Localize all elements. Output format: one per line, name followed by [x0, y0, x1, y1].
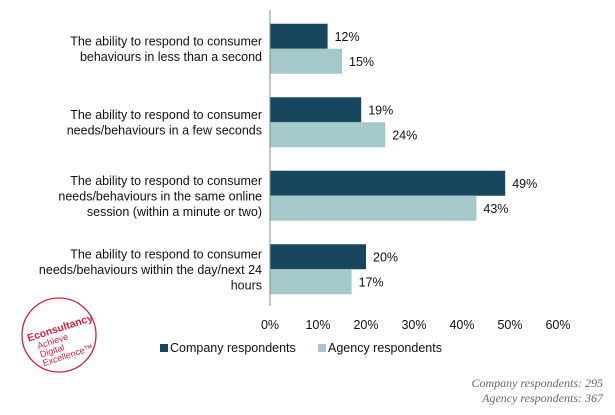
- bar-company-1: [270, 23, 328, 49]
- legend: Company respondents Agency respondents: [160, 341, 442, 355]
- x-tick-label-30: 30%: [401, 318, 426, 332]
- data-label-company-4: 20%: [373, 250, 398, 264]
- bar-agency-2: [270, 122, 386, 148]
- x-tick-label-0: 0%: [261, 318, 279, 332]
- legend-swatch-company: [160, 344, 168, 352]
- footnote-company-respondents: Company respondents: 295: [471, 376, 603, 390]
- data-label-company-3: 49%: [512, 177, 537, 191]
- data-label-agency-1: 15%: [349, 55, 374, 69]
- x-tick-label-40: 40%: [449, 318, 474, 332]
- logo-ring-icon: [21, 297, 97, 373]
- data-label-agency-3: 43%: [483, 202, 508, 216]
- legend-label-agency: Agency respondents: [328, 341, 442, 355]
- econsultancy-logo: Econsultancy Achieve Digital Excellence™: [21, 297, 97, 373]
- bar-company-2: [270, 97, 362, 123]
- x-tick-label-10: 10%: [305, 318, 330, 332]
- data-label-company-1: 12%: [335, 30, 360, 44]
- data-label-agency-4: 17%: [359, 275, 384, 289]
- x-tick-label-50: 50%: [497, 318, 522, 332]
- legend-swatch-agency: [318, 344, 326, 352]
- bars-group: [270, 23, 506, 295]
- category-labels: The ability to respond to consumer behavi…: [39, 35, 262, 293]
- bar-agency-1: [270, 48, 342, 74]
- footnote-agency-respondents: Agency respondents: 367: [482, 391, 603, 405]
- data-label-agency-2: 24%: [392, 128, 417, 142]
- bar-agency-4: [270, 269, 352, 295]
- category-label-4: The ability to respond to consumer needs/…: [39, 247, 262, 292]
- data-labels: 12% 15% 19% 24% 49% 43% 20% 17%: [335, 30, 538, 290]
- bar-company-4: [270, 244, 366, 270]
- x-axis-ticks: 0% 10% 20% 30% 40% 50% 60%: [261, 318, 571, 332]
- category-label-1: The ability to respond to consumer behavi…: [70, 35, 262, 65]
- bar-agency-3: [270, 195, 477, 221]
- category-label-3: The ability to respond to consumer needs/…: [58, 174, 262, 219]
- category-label-2: The ability to respond to consumer needs/…: [67, 108, 262, 138]
- x-tick-label-20: 20%: [353, 318, 378, 332]
- legend-label-company: Company respondents: [170, 341, 296, 355]
- x-tick-label-60: 60%: [545, 318, 570, 332]
- bar-company-3: [270, 170, 506, 196]
- data-label-company-2: 19%: [368, 103, 393, 117]
